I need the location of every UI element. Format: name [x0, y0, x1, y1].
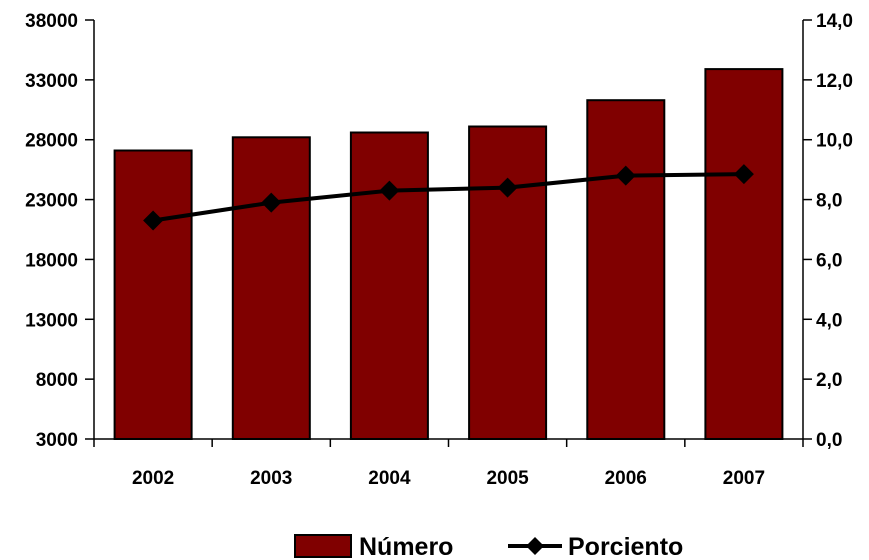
bar-2005 — [468, 125, 548, 440]
bar-series-numero — [113, 68, 784, 441]
y-left-tick-label: 18000 — [25, 250, 78, 271]
y-right-tick-label: 6,0 — [816, 250, 842, 271]
y-right-tick-label: 12,0 — [816, 71, 853, 92]
y-right-tick-label: 0,0 — [816, 430, 842, 451]
x-tick-label: 2004 — [368, 468, 411, 489]
x-tick-label: 2007 — [723, 468, 765, 489]
line-series-porciento — [143, 164, 754, 231]
porciento-point-2004 — [379, 180, 400, 201]
y-left-tick-label: 8000 — [36, 370, 78, 391]
axes — [85, 19, 812, 447]
bar-2004 — [349, 131, 429, 440]
porciento-point-2007 — [733, 164, 754, 185]
x-tick-label: 2002 — [132, 468, 174, 489]
porciento-point-2006 — [615, 165, 636, 186]
porciento-line — [152, 172, 744, 223]
x-tick-label: 2005 — [486, 468, 529, 489]
legend: Número Porciento — [294, 533, 683, 560]
x-tick-label: 2003 — [250, 468, 292, 489]
y-right-tick-label: 8,0 — [816, 191, 842, 212]
bar-2002 — [113, 149, 193, 440]
legend-swatch-numero — [294, 534, 352, 558]
bar-2006 — [586, 99, 666, 440]
y-left-tick-label: 38000 — [25, 11, 78, 32]
y-left-tick-label: 3000 — [36, 430, 78, 451]
y-right-tick-label: 2,0 — [816, 370, 842, 391]
y-right-tick-label: 14,0 — [816, 11, 853, 32]
y-right-tick-label: 4,0 — [816, 310, 842, 331]
y-left-tick-label: 23000 — [25, 191, 78, 212]
x-tick-label: 2006 — [605, 468, 647, 489]
legend-label-porciento: Porciento — [568, 533, 683, 560]
bar-2003 — [231, 136, 311, 441]
legend-label-numero: Número — [359, 533, 453, 560]
y-left-tick-label: 33000 — [25, 71, 78, 92]
porciento-point-2002 — [143, 210, 164, 231]
bar-2007 — [704, 68, 784, 440]
legend-marker-porciento — [526, 537, 544, 555]
y-left-tick-label: 13000 — [25, 310, 78, 331]
porciento-point-2005 — [497, 177, 518, 198]
y-left-tick-label: 28000 — [25, 131, 78, 152]
tick-labels: 3000 8000 13000 18000 23000 28000 33000 38000 0,… — [25, 11, 853, 489]
y-right-tick-label: 10,0 — [816, 131, 853, 152]
porciento-point-2003 — [261, 192, 282, 213]
